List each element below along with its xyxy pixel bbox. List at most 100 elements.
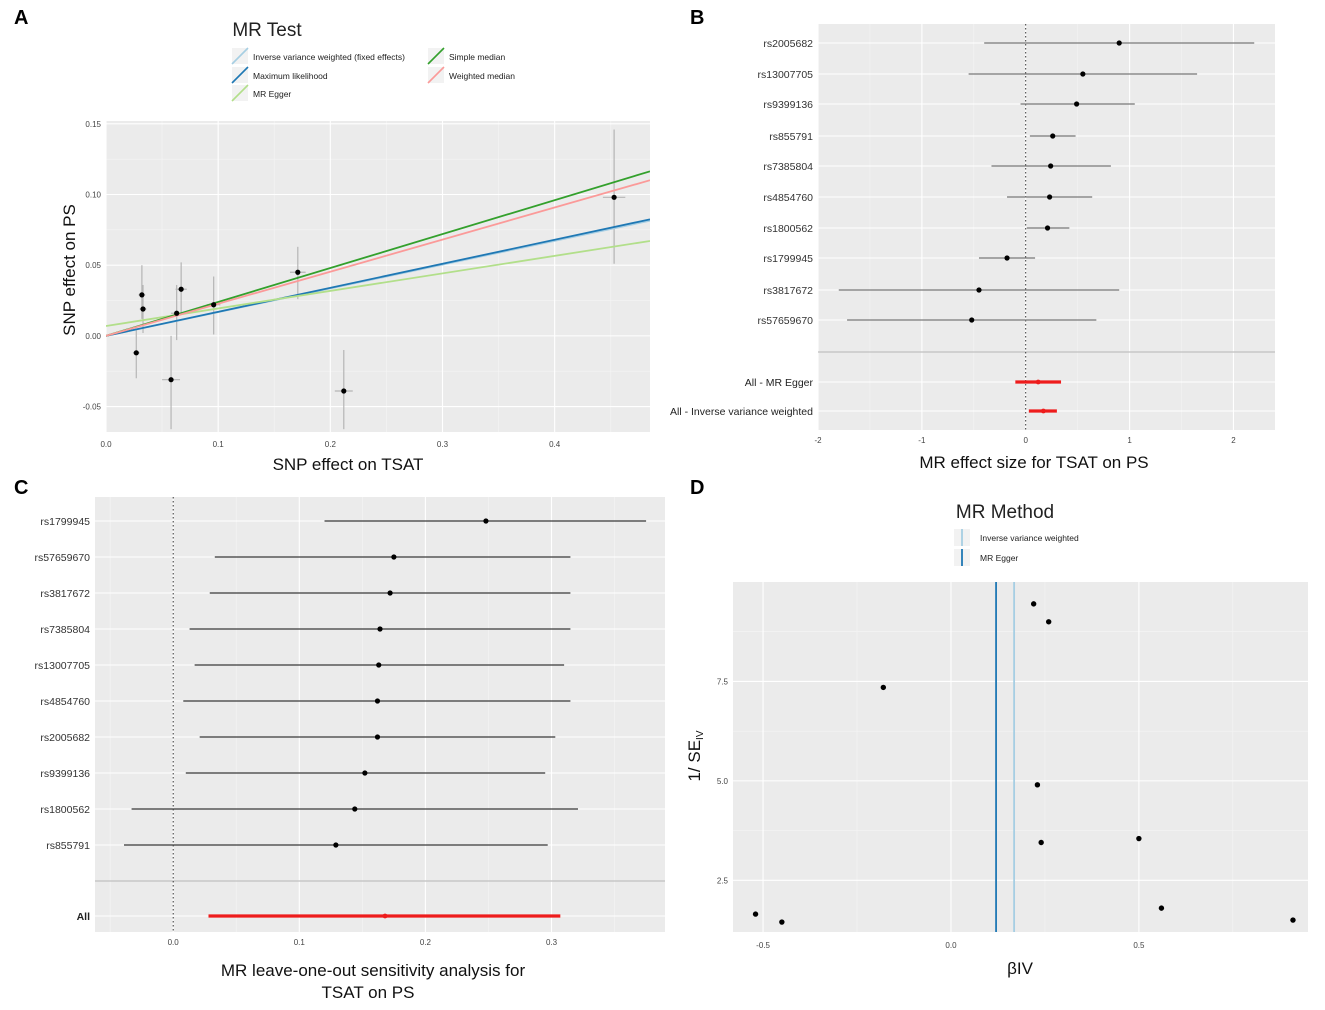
x-tick-label: 0.2: [420, 938, 432, 947]
plot-background: [733, 582, 1308, 932]
legend-key-line: [231, 47, 249, 65]
point-estimate: [376, 662, 382, 668]
data-point: [611, 194, 617, 200]
point-estimate: [483, 518, 489, 524]
snp-label: rs1799945: [763, 253, 813, 265]
legend-label: Inverse variance weighted: [980, 533, 1079, 543]
y-axis-title: SNP effect on PS: [60, 204, 79, 336]
summary-label: All: [77, 911, 91, 923]
y-tick-label: 0.05: [85, 261, 101, 270]
snp-label: rs2005682: [40, 732, 90, 744]
data-point: [178, 286, 184, 292]
snp-label: rs9399136: [40, 768, 90, 780]
snp-label: rs3817672: [40, 588, 90, 600]
point-estimate: [976, 287, 982, 293]
summary-estimate: [1035, 379, 1041, 385]
snp-label: rs13007705: [35, 660, 91, 672]
y-tick-label: 5.0: [717, 777, 729, 786]
point-estimate: [377, 626, 383, 632]
panel-c: C 0.0 0.1 0.2 0.3 rs1799945 rs57659670 rs381767…: [14, 477, 665, 1002]
data-point: [295, 269, 301, 275]
y-tick-label: 0.15: [85, 120, 101, 129]
summary-label: All - MR Egger: [745, 377, 814, 389]
x-tick-label: -2: [814, 436, 822, 445]
x-tick-label: -1: [918, 436, 926, 445]
data-point: [1136, 835, 1142, 842]
legend-label: MR Egger: [980, 553, 1018, 563]
point-estimate: [374, 698, 381, 704]
data-point: [880, 684, 887, 691]
y-tick-label: -0.05: [83, 403, 102, 412]
panel-letter-a: A: [14, 7, 28, 29]
data-point: [752, 911, 759, 917]
y-axis-title-main: 1/ SE: [685, 740, 704, 782]
regression-line: [106, 170, 650, 337]
snp-label: rs3817672: [763, 285, 813, 297]
x-tick-label: 1: [1127, 436, 1132, 445]
legend-label: Maximum likelihood: [253, 71, 328, 81]
data-point: [1290, 917, 1296, 923]
point-estimate: [1050, 133, 1056, 139]
y-axis-title-subscript: IV: [695, 730, 706, 740]
point-estimate: [391, 554, 397, 560]
panel-b: B -2 -1 0 1 2 rs2005682 rs13007705 rs9399136 rs85…: [670, 7, 1275, 472]
snp-label: rs7385804: [763, 161, 813, 173]
point-estimate: [387, 590, 393, 596]
panel-d: D MR Method Inverse variance weighted MR Eg…: [685, 477, 1308, 978]
regression-line: [106, 240, 650, 327]
x-axis-title-line2: TSAT on PS: [322, 983, 415, 1002]
panel-letter-c: C: [14, 477, 28, 499]
data-point: [779, 919, 785, 925]
x-tick-label: 0: [1024, 436, 1029, 445]
point-estimate: [362, 770, 368, 776]
summary-label: All - Inverse variance weighted: [670, 406, 813, 418]
legend-key-line: [231, 84, 249, 102]
plot-background: [95, 497, 665, 932]
x-tick-label: 0.4: [549, 440, 561, 449]
point-estimate: [374, 734, 381, 740]
snp-label: rs57659670: [35, 552, 91, 564]
y-axis-title: 1/ SEIV: [685, 730, 706, 781]
legend-key-line: [427, 66, 445, 84]
snp-label: rs1800562: [763, 223, 813, 235]
point-estimate: [1080, 71, 1086, 77]
panel-letter-d: D: [690, 477, 704, 499]
y-tick-label: 0.00: [85, 332, 101, 341]
point-estimate: [969, 317, 975, 323]
y-tick-label: 0.10: [85, 191, 101, 200]
x-tick-label: 0.0: [945, 941, 957, 950]
x-tick-label: 0.3: [546, 938, 558, 947]
data-point: [1038, 839, 1044, 846]
snp-label: rs4854760: [40, 696, 90, 708]
data-point: [139, 292, 145, 298]
y-tick-label: 7.5: [717, 677, 729, 686]
data-point: [211, 302, 217, 308]
x-tick-label: 2: [1231, 436, 1236, 445]
data-point: [168, 377, 174, 383]
x-axis-title: βIV: [1007, 959, 1034, 978]
legend-label: MR Egger: [253, 89, 291, 99]
x-tick-label: 0.2: [325, 440, 337, 449]
data-point: [341, 388, 347, 394]
x-axis-title: SNP effect on TSAT: [273, 455, 424, 474]
regression-line: [106, 179, 650, 337]
data-point: [174, 310, 180, 316]
snp-label: rs2005682: [763, 38, 813, 50]
point-estimate: [1044, 225, 1051, 231]
point-estimate: [1004, 255, 1010, 261]
summary-estimate: [382, 913, 388, 919]
chart-title: MR Method: [956, 502, 1054, 523]
data-point: [1034, 782, 1041, 788]
snp-label: rs13007705: [758, 69, 814, 81]
chart-title: MR Test: [232, 20, 302, 41]
snp-label: rs1799945: [40, 516, 90, 528]
x-tick-label: 0.0: [168, 938, 180, 947]
snp-label: rs4854760: [763, 192, 813, 204]
data-point: [133, 350, 139, 356]
point-estimate: [1047, 194, 1053, 200]
point-estimate: [1116, 40, 1122, 46]
snp-label: rs9399136: [763, 99, 813, 111]
legend-label: Weighted median: [449, 71, 515, 81]
x-axis-title: MR effect size for TSAT on PS: [919, 453, 1148, 472]
